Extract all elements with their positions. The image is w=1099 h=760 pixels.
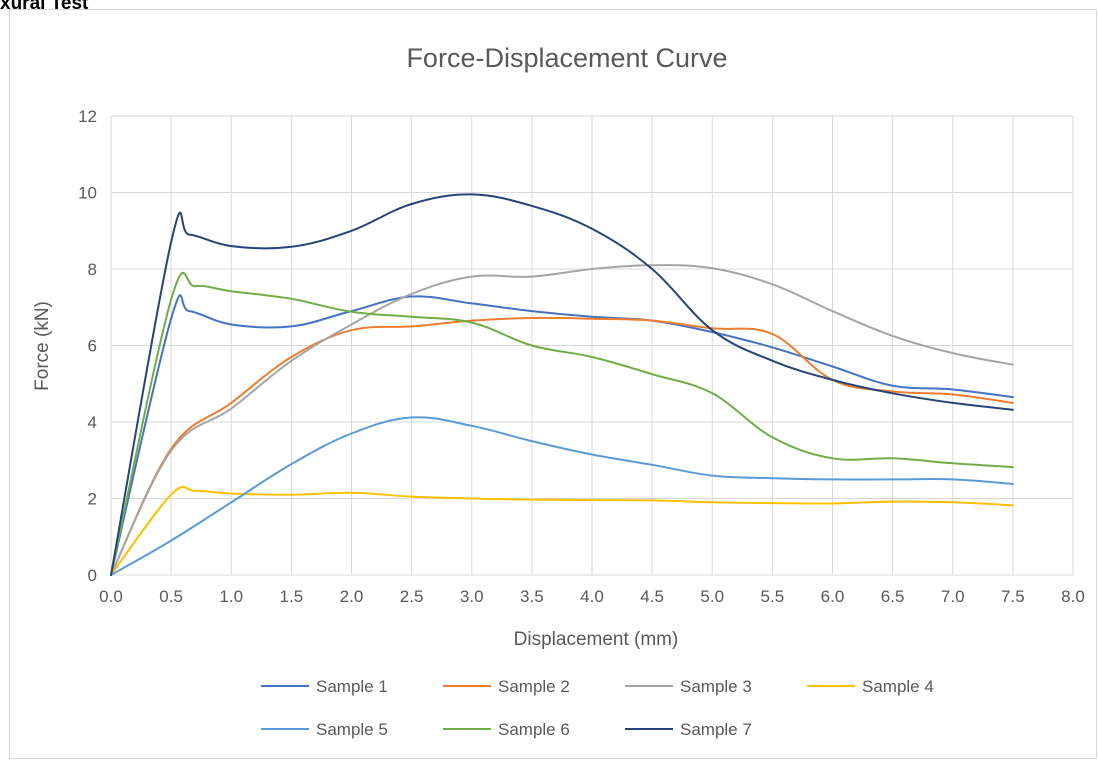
legend-label-4: Sample 4 [862,677,934,696]
legend-label-6: Sample 6 [498,720,570,739]
x-axis-title: Displacement (mm) [514,629,679,650]
series-line-1 [110,294,1014,576]
y-tick-label: 0 [88,566,97,585]
y-tick-label: 6 [88,337,97,356]
x-tick-label: 6.0 [821,587,845,606]
x-tick-label: 4.5 [640,587,664,606]
x-tick-label: 0.5 [159,587,183,606]
x-axis-ticks: 0.0 0.5 1.0 1.5 2.0 2.5 3.0 3.5 4.0 4.5 5.0 5.5 6.0 6… [99,587,1085,606]
x-tick-label: 7.5 [1001,587,1025,606]
x-tick-label: 6.5 [881,587,905,606]
series-line-4 [110,485,1014,576]
legend-label-2: Sample 2 [498,677,570,696]
series-line-5 [110,416,1014,576]
chart-title: Force-Displacement Curve [406,43,727,73]
x-tick-label: 0.0 [99,587,123,606]
x-tick-label: 1.5 [280,587,304,606]
y-tick-label: 2 [88,490,97,509]
series-line-3 [110,264,1014,576]
x-tick-label: 3.0 [460,587,484,606]
x-tick-label: 7.0 [941,587,965,606]
x-tick-label: 4.0 [580,587,604,606]
x-tick-label: 2.0 [340,587,364,606]
series-line-2 [110,316,1014,576]
y-axis-ticks: 0 2 4 6 8 10 12 [78,107,97,585]
legend-label-7: Sample 7 [680,720,752,739]
series-lines [110,193,1014,576]
x-tick-label: 5.0 [700,587,724,606]
x-tick-label: 2.5 [400,587,424,606]
x-tick-label: 3.5 [520,587,544,606]
series-line-7 [110,193,1014,576]
legend-label-1: Sample 1 [316,677,388,696]
y-tick-label: 10 [78,184,97,203]
y-tick-label: 12 [78,107,97,126]
x-tick-label: 5.5 [761,587,785,606]
x-tick-label: 8.0 [1061,587,1085,606]
x-tick-label: 1.0 [219,587,243,606]
y-tick-label: 8 [88,260,97,279]
legend-label-5: Sample 5 [316,720,388,739]
legend-label-3: Sample 3 [680,677,752,696]
gridlines [110,115,1074,576]
legend: Sample 1 Sample 2 Sample 3 Sample 4 Sample 5… [261,677,934,739]
y-tick-label: 4 [88,413,97,432]
chart-frame: Force-Displacement Curve 0 2 4 6 8 10 12 0.0 0.… [9,9,1097,759]
series-line-6 [110,271,1014,576]
y-axis-title: Force (kN) [32,301,53,391]
